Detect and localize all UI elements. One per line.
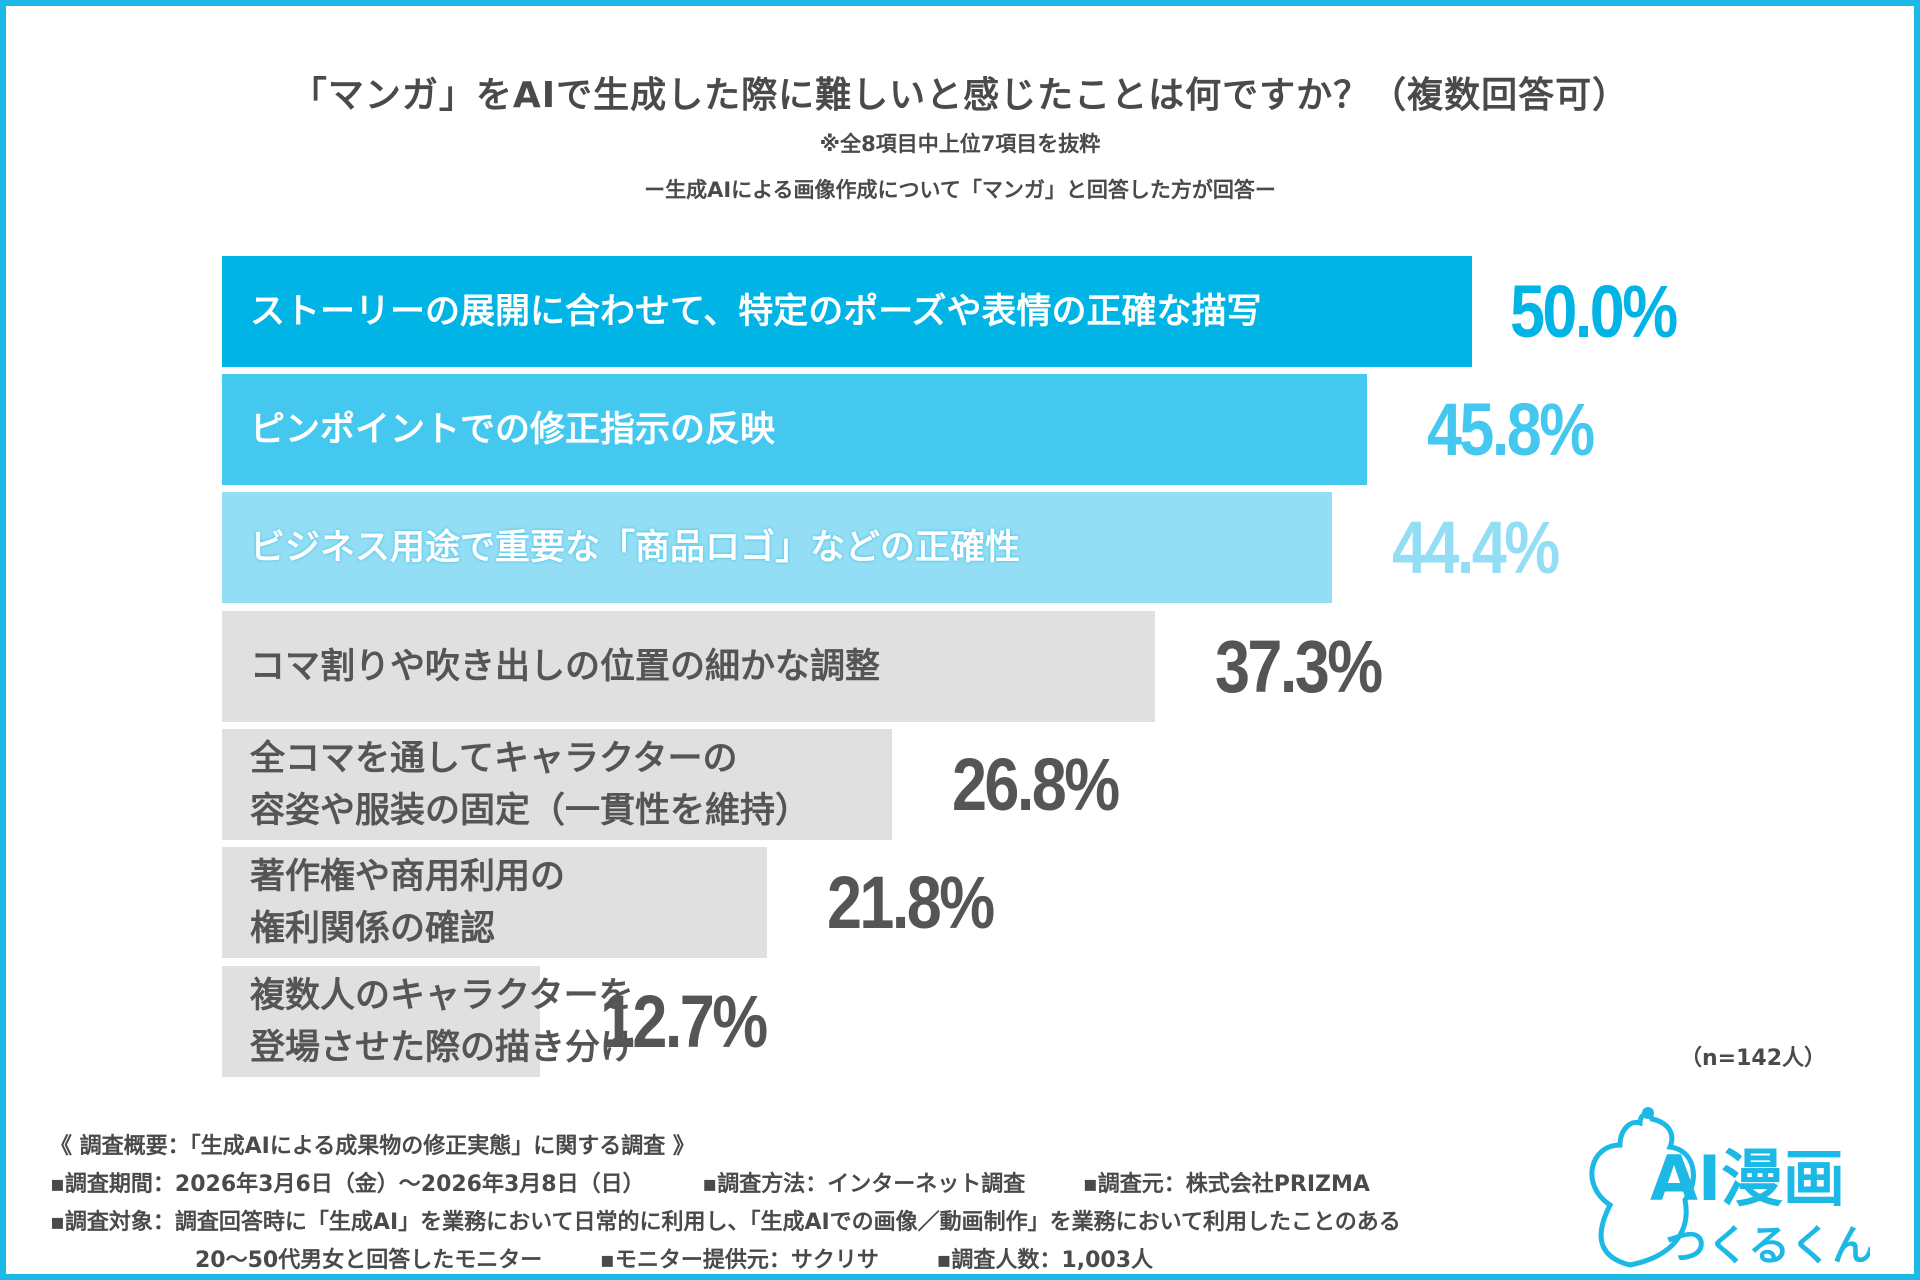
- chart-subtitle: ※全8項目中上位7項目を抜粋: [819, 132, 1101, 156]
- bar-label: ストーリーの展開に合わせて、特定のポーズや表情の正確な描写: [250, 291, 1262, 332]
- survey-source: ▪調査元：株式会社PRIZMA: [1082, 1172, 1370, 1197]
- bar-label: 複数人のキャラクターを 登場させた際の描き分け: [250, 975, 636, 1068]
- bar-7: 複数人のキャラクターを 登場させた際の描き分け: [222, 966, 635, 1077]
- bar-3: ビジネス用途で重要な「商品ロゴ」などの正確性: [222, 492, 1332, 603]
- chart-subtitle-respondents: ー生成AIによる画像作成について「マンガ」と回答した方が回答ー: [644, 178, 1276, 202]
- survey-method: ▪調査方法：インターネット調査: [702, 1172, 1026, 1197]
- bar-4: コマ割りや吹き出しの位置の細かな調整: [222, 611, 1155, 722]
- chart-title: 「マンガ」をAIで生成した際に難しいと感じたことは何ですか？（複数回答可）: [290, 75, 1630, 116]
- bar-6: 著作権や商用利用の 権利関係の確認: [222, 847, 767, 958]
- logo-ai-manga-tsukurukun: AI漫画 つくるくん: [1589, 1107, 1870, 1270]
- survey-heading: 《 調査概要：「生成AIによる成果物の修正実態」に関する調査 》: [50, 1134, 695, 1159]
- survey-target-2: 20～50代男女と回答したモニター: [195, 1248, 543, 1273]
- bar-label: コマ割りや吹き出しの位置の細かな調整: [250, 646, 881, 687]
- survey-line-1: ▪調査期間：2026年3月6日（金）～2026年3月8日（日） ▪調査方法：イン…: [50, 1166, 1420, 1198]
- survey-target: ▪調査対象：調査回答時に「生成AI」を業務において日常的に利用し、「生成AIでの…: [50, 1210, 1401, 1235]
- value-label: 44.4%: [1392, 506, 1560, 589]
- survey-count: ▪調査人数：1,003人: [936, 1248, 1154, 1273]
- value-label: 50.0%: [1510, 270, 1678, 353]
- logo-text-main: AI漫画: [1650, 1142, 1845, 1215]
- survey-period: ▪調査期間：2026年3月6日（金）～2026年3月8日（日）: [50, 1172, 645, 1197]
- value-label: 45.8%: [1427, 388, 1595, 471]
- bar-2: ピンポイントでの修正指示の反映: [222, 374, 1367, 485]
- value-label: 12.7%: [599, 980, 768, 1063]
- bar-label: 著作権や商用利用の 権利関係の確認: [250, 856, 566, 949]
- bar-label: ピンポイントでの修正指示の反映: [250, 409, 776, 450]
- value-label: 26.8%: [952, 743, 1120, 826]
- survey-provider: ▪モニター提供元：サクリサ: [599, 1248, 879, 1273]
- bar-label: 全コマを通してキャラクターの 容姿や服装の固定（一貫性を維持）: [250, 738, 811, 831]
- logo-text-sub: つくるくん: [1665, 1221, 1870, 1270]
- bar-1: ストーリーの展開に合わせて、特定のポーズや表情の正確な描写: [222, 256, 1472, 367]
- value-label: 37.3%: [1214, 625, 1383, 708]
- bar-label: ビジネス用途で重要な「商品ロゴ」などの正確性: [250, 527, 1021, 568]
- sample-size: （n=142人）: [1680, 1046, 1827, 1071]
- value-label: 21.8%: [827, 861, 995, 944]
- bar-5: 全コマを通してキャラクターの 容姿や服装の固定（一貫性を維持）: [222, 729, 892, 840]
- survey-line-3: 20～50代男女と回答したモニター ▪モニター提供元：サクリサ ▪調査人数：1,…: [195, 1242, 1203, 1274]
